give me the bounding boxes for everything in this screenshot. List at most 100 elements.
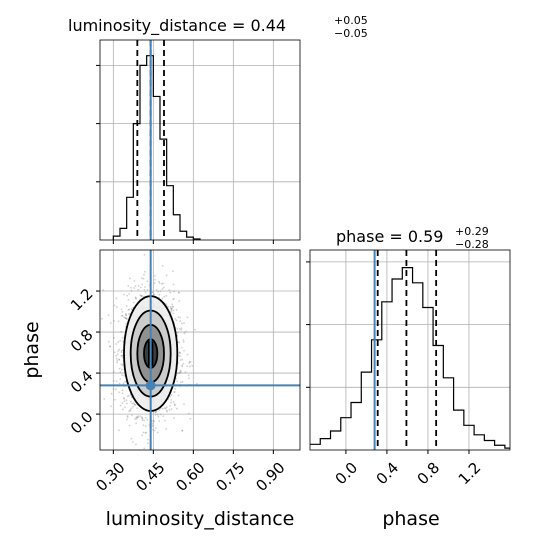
joint-sample-point bbox=[188, 362, 191, 364]
joint-sample-point bbox=[196, 382, 198, 385]
joint-sample-point bbox=[171, 312, 174, 315]
joint-sample-point bbox=[110, 405, 112, 408]
joint-sample-point bbox=[179, 381, 182, 384]
joint-sample-point bbox=[134, 285, 137, 287]
joint-sample-point bbox=[181, 358, 184, 361]
joint-sample-point bbox=[146, 280, 149, 282]
joint-sample-point bbox=[137, 288, 140, 291]
joint-sample-point bbox=[118, 358, 121, 361]
joint-sample-point bbox=[130, 308, 133, 310]
joint-sample-point bbox=[172, 309, 175, 312]
joint-sample-point bbox=[170, 308, 173, 311]
joint-sample-point bbox=[180, 370, 182, 373]
joint-sample-point bbox=[153, 420, 155, 423]
joint-sample-point bbox=[182, 341, 185, 343]
joint-sample-point bbox=[116, 359, 119, 362]
joint-sample-point bbox=[140, 416, 143, 419]
joint-sample-point bbox=[115, 306, 118, 308]
joint-sample-point bbox=[118, 391, 121, 394]
joint-sample-point bbox=[183, 403, 185, 406]
joint-sample-point bbox=[154, 413, 157, 416]
joint-sample-point bbox=[125, 418, 128, 421]
joint-sample-point bbox=[123, 316, 126, 319]
ld-title: luminosity_distance = 0.44 +0.05 −0.05 bbox=[68, 14, 368, 40]
joint-sample-point bbox=[173, 403, 176, 406]
joint-sample-point bbox=[173, 290, 175, 293]
joint-sample-point bbox=[174, 404, 176, 406]
joint-sample-point bbox=[113, 336, 115, 339]
joint-sample-point bbox=[127, 394, 130, 397]
joint-sample-point bbox=[155, 288, 158, 291]
joint-sample-point bbox=[172, 298, 174, 301]
joint-sample-point bbox=[146, 289, 149, 291]
joint-sample-point bbox=[169, 306, 172, 308]
joint-sample-point bbox=[141, 434, 144, 437]
joint-sample-point bbox=[179, 320, 182, 323]
joint-sample-point bbox=[120, 349, 123, 352]
joint-sample-point bbox=[126, 318, 128, 320]
joint-sample-point bbox=[165, 303, 168, 306]
joint-sample-point bbox=[117, 341, 120, 343]
joint-sample-point bbox=[141, 417, 144, 420]
joint-sample-point bbox=[143, 288, 146, 291]
joint-sample-point bbox=[126, 395, 129, 398]
joint-sample-point bbox=[165, 406, 168, 409]
joint-sample-point bbox=[123, 397, 125, 400]
joint-sample-point bbox=[141, 419, 144, 422]
joint-sample-point bbox=[139, 294, 142, 297]
ld-histogram-step bbox=[112, 55, 201, 240]
joint-sample-point bbox=[121, 374, 124, 377]
joint-sample-point bbox=[125, 305, 128, 307]
joint-sample-point bbox=[172, 297, 175, 300]
joint-sample-point bbox=[164, 419, 166, 422]
joint-sample-point bbox=[180, 346, 183, 349]
joint-sample-point bbox=[121, 311, 124, 313]
joint-sample-point bbox=[126, 294, 129, 297]
joint-sample-point bbox=[184, 371, 187, 373]
joint-sample-point bbox=[128, 424, 131, 427]
joint-sample-point bbox=[115, 357, 118, 360]
joint-sample-point bbox=[170, 310, 173, 312]
joint-sample-point bbox=[120, 308, 123, 311]
joint-sample-point bbox=[187, 374, 190, 377]
joint-sample-point bbox=[128, 292, 131, 295]
joint-sample-point bbox=[177, 354, 180, 357]
phase-histogram-step bbox=[310, 267, 510, 449]
joint-sample-point bbox=[169, 291, 172, 294]
joint-sample-point bbox=[140, 277, 143, 280]
joint-sample-point bbox=[115, 380, 118, 383]
joint-sample-point bbox=[179, 316, 182, 319]
joint-sample-point bbox=[141, 283, 144, 286]
joint-sample-point bbox=[133, 403, 136, 406]
joint-sample-point bbox=[154, 427, 157, 430]
phase-xtick-label-3: 1.2 bbox=[455, 459, 485, 489]
joint-sample-point bbox=[140, 294, 143, 297]
joint-sample-point bbox=[157, 415, 160, 418]
joint-sample-point bbox=[126, 402, 128, 405]
joint-sample-point bbox=[168, 289, 171, 292]
joint-sample-point bbox=[131, 441, 134, 443]
joint-sample-point bbox=[173, 391, 176, 393]
joint-sample-point bbox=[173, 391, 176, 393]
joint-sample-point bbox=[108, 345, 111, 348]
joint-sample-point bbox=[118, 348, 121, 351]
joint-sample-point bbox=[157, 290, 159, 293]
joint-sample-point bbox=[120, 355, 123, 357]
joint-sample-point bbox=[144, 270, 146, 273]
joint-sample-point bbox=[101, 317, 103, 320]
joint-sample-point bbox=[130, 437, 133, 440]
joint-sample-point bbox=[119, 370, 122, 373]
joint-sample-point bbox=[125, 314, 128, 317]
joint-sample-point bbox=[183, 349, 185, 352]
joint-sample-point bbox=[170, 308, 173, 310]
joint-sample-point bbox=[191, 364, 194, 367]
joint-inner bbox=[100, 250, 300, 450]
joint-sample-point bbox=[151, 422, 154, 425]
joint-sample-point bbox=[121, 402, 124, 404]
joint-sample-point bbox=[178, 291, 180, 294]
joint-sample-point bbox=[181, 364, 184, 367]
joint-sample-point bbox=[135, 416, 138, 419]
joint-sample-point bbox=[156, 431, 159, 434]
joint-sample-point bbox=[142, 277, 145, 280]
joint-xtick-label-2: 0.60 bbox=[172, 459, 208, 495]
